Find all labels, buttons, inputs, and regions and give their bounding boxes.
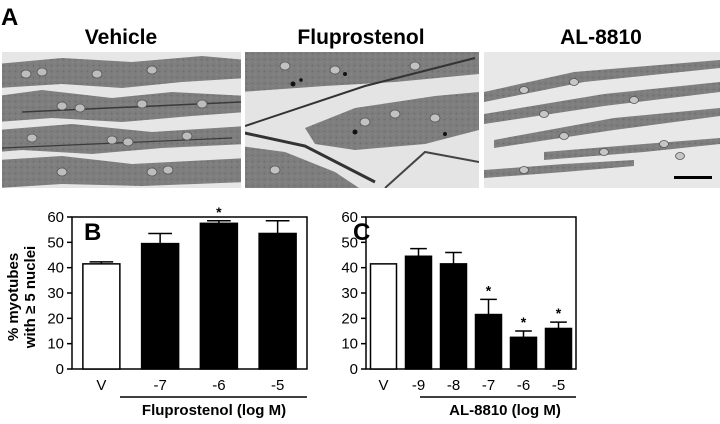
bar--5 <box>544 327 573 370</box>
panel-b-letter: B <box>84 219 101 246</box>
y-tick-label: 10 <box>47 336 64 353</box>
y-tick-label: 0 <box>56 361 64 378</box>
micrograph-title-fluprostenol: Fluprostenol <box>297 26 424 49</box>
x-tick-label: -5 <box>271 377 284 394</box>
y-tick-label: 60 <box>47 209 64 226</box>
svg-text:with ≥ 5 nuclei: with ≥ 5 nuclei <box>22 246 39 349</box>
micrograph-title-vehicle: Vehicle <box>85 26 157 49</box>
x-tick-label: -5 <box>552 377 565 394</box>
x-tick-label: -6 <box>212 377 225 394</box>
y-tick-label: 40 <box>341 260 358 277</box>
bar-V <box>82 263 121 370</box>
x-tick-label: -6 <box>517 377 530 394</box>
y-tick-label: 50 <box>47 234 64 251</box>
bar--5 <box>258 232 297 370</box>
x-tick-label: -8 <box>447 377 460 394</box>
y-tick-label: 60 <box>341 209 358 226</box>
y-tick-label: 20 <box>47 310 64 327</box>
x-tick-label: V <box>96 377 106 394</box>
significance-star: * <box>556 305 562 321</box>
significance-star: * <box>216 204 222 220</box>
significance-star: * <box>486 282 492 298</box>
x-axis-title: AL-8810 (log M) <box>449 402 561 419</box>
y-tick-label: 20 <box>341 310 358 327</box>
y-tick-label: 10 <box>341 336 358 353</box>
bar--6 <box>509 336 538 370</box>
micrograph-fluprostenol <box>245 52 479 188</box>
bar--6 <box>199 222 239 370</box>
plot-frame <box>365 216 577 370</box>
chart-c: 0 10 20 30 40 50 60 V -9 -8 * -7 * -6 * -5 AL-8810 (log … <box>341 209 577 419</box>
y-tick-label: 40 <box>47 260 64 277</box>
bar-V <box>369 263 398 370</box>
bar--8 <box>439 263 468 370</box>
x-tick-label: -9 <box>412 377 425 394</box>
micrograph-vehicle <box>2 52 241 188</box>
y-tick-label: 30 <box>341 285 358 302</box>
x-tick-label: -7 <box>482 377 495 394</box>
bar--9 <box>404 255 433 370</box>
chart-b: 0 10 20 30 40 50 60 V -7 * -6 -5 Fluprostenol (log M… <box>47 204 308 419</box>
y-tick-label: 0 <box>350 361 358 378</box>
y-tick-label: 30 <box>47 285 64 302</box>
scale-bar <box>674 176 712 179</box>
x-tick-label: V <box>378 377 388 394</box>
panel-a-letter: A <box>1 4 18 31</box>
micrograph-al8810 <box>484 52 720 188</box>
bar--7 <box>140 242 180 370</box>
micrograph-title-al8810: AL-8810 <box>560 26 642 49</box>
svg-text:% myotubes: % myotubes <box>5 253 22 341</box>
x-tick-label: -7 <box>153 377 166 394</box>
y-axis-title-b: % myotubes with ≥ 5 nuclei <box>5 246 39 349</box>
significance-star: * <box>521 314 527 330</box>
y-tick-label: 50 <box>341 234 358 251</box>
bar--7 <box>474 313 503 370</box>
x-axis-title: Fluprostenol (log M) <box>142 402 286 419</box>
